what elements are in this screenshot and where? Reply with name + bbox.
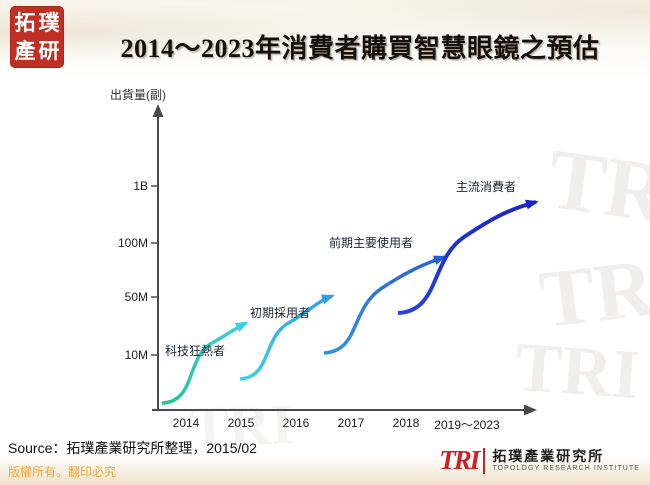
curve-mainstream-consumers [397, 199, 539, 315]
copyright-note: 版權所有。翻印必究 [8, 465, 117, 479]
tri-logo: TRI 拓璞產業研究所 TOPOLOGY RESEARCH INSTITUTE [439, 447, 640, 474]
tri-logo-subtitle: TOPOLOGY RESEARCH INSTITUTE [492, 464, 640, 472]
tri-logo-divider [483, 447, 486, 474]
annotation-mainstream-consumers: 主流消費者 [456, 180, 517, 194]
seal-char: 璞 [38, 10, 60, 35]
x-tick-label: 2017 [337, 416, 365, 430]
curve-early-adopters [239, 294, 335, 381]
annotation-early-adopters: 初期採用者 [250, 306, 311, 320]
tri-logo-mark: TRI [439, 445, 480, 475]
x-tick-label: 2016 [282, 416, 310, 430]
tri-logo-name: 拓璞產業研究所 [492, 448, 605, 465]
slide-title: 2014～2023年消費者購買智慧眼鏡之預估 [120, 34, 600, 63]
seal-char: 產 [14, 38, 36, 63]
annotation-early-majority: 前期主要使用者 [329, 236, 414, 250]
x-tick-label: 2014 [172, 416, 200, 430]
curve-tech-enthusiasts [161, 321, 249, 405]
y-axis-label: 出貨量(副) [110, 88, 166, 102]
y-tick-label: 10M [124, 348, 148, 362]
x-axis-arrow-icon [524, 404, 537, 416]
y-axis-arrow-icon [152, 104, 164, 117]
seal-char: 拓 [14, 10, 36, 35]
source-note: Source：拓璞產業研究所整理，2015/02 [8, 440, 257, 456]
company-seal-logo: 拓 璞 產 研 [10, 6, 64, 68]
y-tick-label: 100M [117, 236, 148, 250]
x-tick-label: 2018 [392, 416, 420, 430]
seal-char: 研 [38, 38, 60, 63]
curve-early-majority [323, 255, 447, 355]
y-tick-label: 50M [124, 290, 148, 304]
x-tick-label: 2015 [227, 416, 255, 430]
x-tick-label: 2019～2023 [434, 418, 500, 432]
y-tick-label: 1B [133, 179, 148, 193]
chart-canvas [151, 104, 539, 416]
annotation-tech-enthusiasts: 科技狂熱者 [165, 344, 226, 358]
